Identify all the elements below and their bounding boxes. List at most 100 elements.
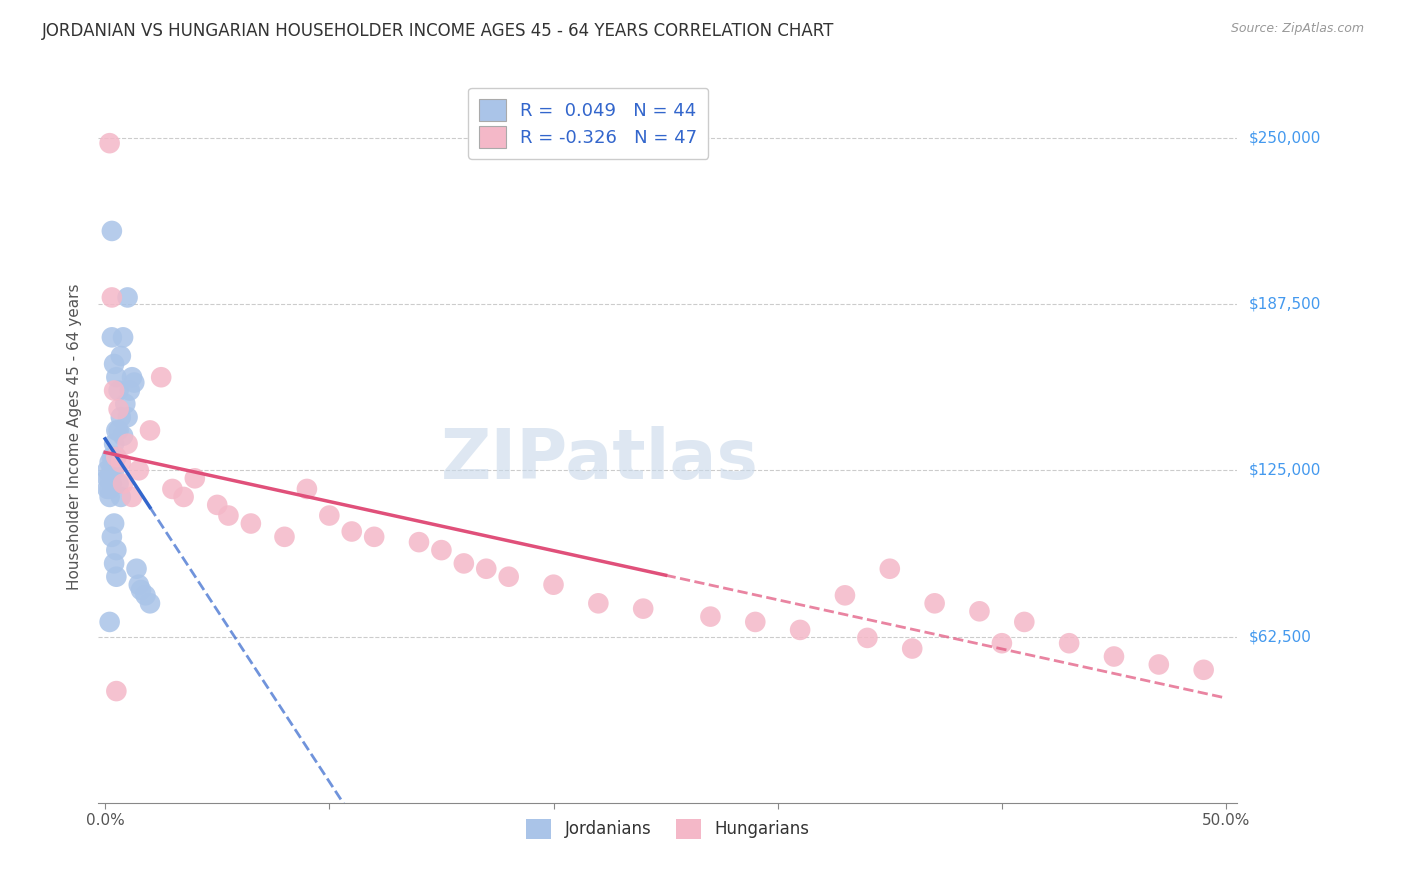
Point (105, 543, 128, 558)
Point (96, 471, 118, 485)
Point (217, 508, 239, 523)
Point (105, 450, 128, 464)
Point (498, 570, 520, 584)
Point (408, 535, 430, 549)
Point (114, 397, 136, 411)
Point (128, 577, 150, 591)
Point (103, 436, 125, 450)
Point (991, 636, 1014, 650)
Point (129, 582, 152, 597)
Point (103, 384, 125, 398)
Point (107, 384, 129, 398)
Point (112, 476, 135, 491)
Point (117, 290, 139, 304)
Point (98, 471, 121, 485)
Point (789, 623, 811, 637)
Point (363, 530, 385, 544)
Point (110, 410, 132, 425)
Point (107, 476, 129, 491)
Point (588, 596, 610, 610)
Point (98, 136, 121, 151)
Point (117, 410, 139, 425)
Text: ZIPatlas: ZIPatlas (440, 425, 758, 492)
Point (103, 455, 125, 469)
Point (173, 490, 195, 504)
Point (101, 463, 124, 477)
Point (139, 424, 162, 438)
Point (103, 463, 125, 477)
Text: JORDANIAN VS HUNGARIAN HOUSEHOLDER INCOME AGES 45 - 64 YEARS CORRELATION CHART: JORDANIAN VS HUNGARIAN HOUSEHOLDER INCOM… (42, 22, 835, 40)
Point (295, 482, 318, 496)
Point (110, 349, 132, 363)
Point (121, 490, 143, 504)
Point (453, 557, 475, 571)
Point (98, 490, 121, 504)
Point (105, 370, 128, 384)
Legend: Jordanians, Hungarians: Jordanians, Hungarians (519, 812, 817, 846)
Point (112, 330, 135, 344)
Point (834, 588, 856, 602)
Point (139, 596, 162, 610)
Point (103, 516, 125, 531)
Text: $250,000: $250,000 (1249, 130, 1320, 145)
Point (98, 482, 121, 496)
Point (101, 290, 124, 304)
Point (101, 476, 124, 491)
Point (1102, 649, 1125, 664)
Point (744, 615, 766, 629)
Point (101, 530, 124, 544)
Point (103, 557, 125, 571)
Point (121, 370, 143, 384)
Point (699, 609, 721, 624)
Point (96, 482, 118, 496)
Point (98, 455, 121, 469)
Point (105, 684, 128, 698)
Point (105, 424, 128, 438)
Y-axis label: Householder Income Ages 45 - 64 years: Householder Income Ages 45 - 64 years (67, 284, 83, 591)
Point (1014, 615, 1036, 629)
Point (125, 562, 148, 576)
Point (101, 450, 124, 464)
Point (318, 508, 340, 523)
Point (475, 562, 498, 576)
Point (105, 570, 128, 584)
Point (101, 330, 124, 344)
Point (184, 471, 207, 485)
Point (103, 357, 125, 371)
Point (1192, 663, 1215, 677)
Text: $62,500: $62,500 (1249, 629, 1312, 644)
Point (924, 596, 946, 610)
Point (273, 530, 295, 544)
Point (101, 224, 124, 238)
Point (124, 376, 146, 390)
Point (207, 498, 229, 512)
Text: $187,500: $187,500 (1249, 297, 1320, 311)
Point (901, 641, 924, 656)
Point (430, 543, 453, 558)
Point (98, 615, 121, 629)
Point (239, 516, 262, 531)
Point (879, 562, 901, 576)
Point (543, 577, 565, 591)
Point (117, 436, 139, 450)
Point (110, 490, 132, 504)
Point (107, 424, 129, 438)
Point (1057, 636, 1080, 650)
Point (150, 370, 173, 384)
Point (118, 384, 141, 398)
Point (631, 601, 654, 615)
Point (96, 463, 118, 477)
Point (856, 631, 879, 645)
Point (110, 455, 132, 469)
Point (340, 524, 363, 539)
Text: $125,000: $125,000 (1249, 463, 1320, 478)
Point (128, 463, 150, 477)
Point (162, 482, 184, 496)
Point (112, 429, 135, 443)
Point (105, 450, 128, 464)
Text: Source: ZipAtlas.com: Source: ZipAtlas.com (1230, 22, 1364, 36)
Point (969, 604, 991, 618)
Point (134, 588, 156, 602)
Point (1147, 657, 1170, 672)
Point (107, 402, 129, 417)
